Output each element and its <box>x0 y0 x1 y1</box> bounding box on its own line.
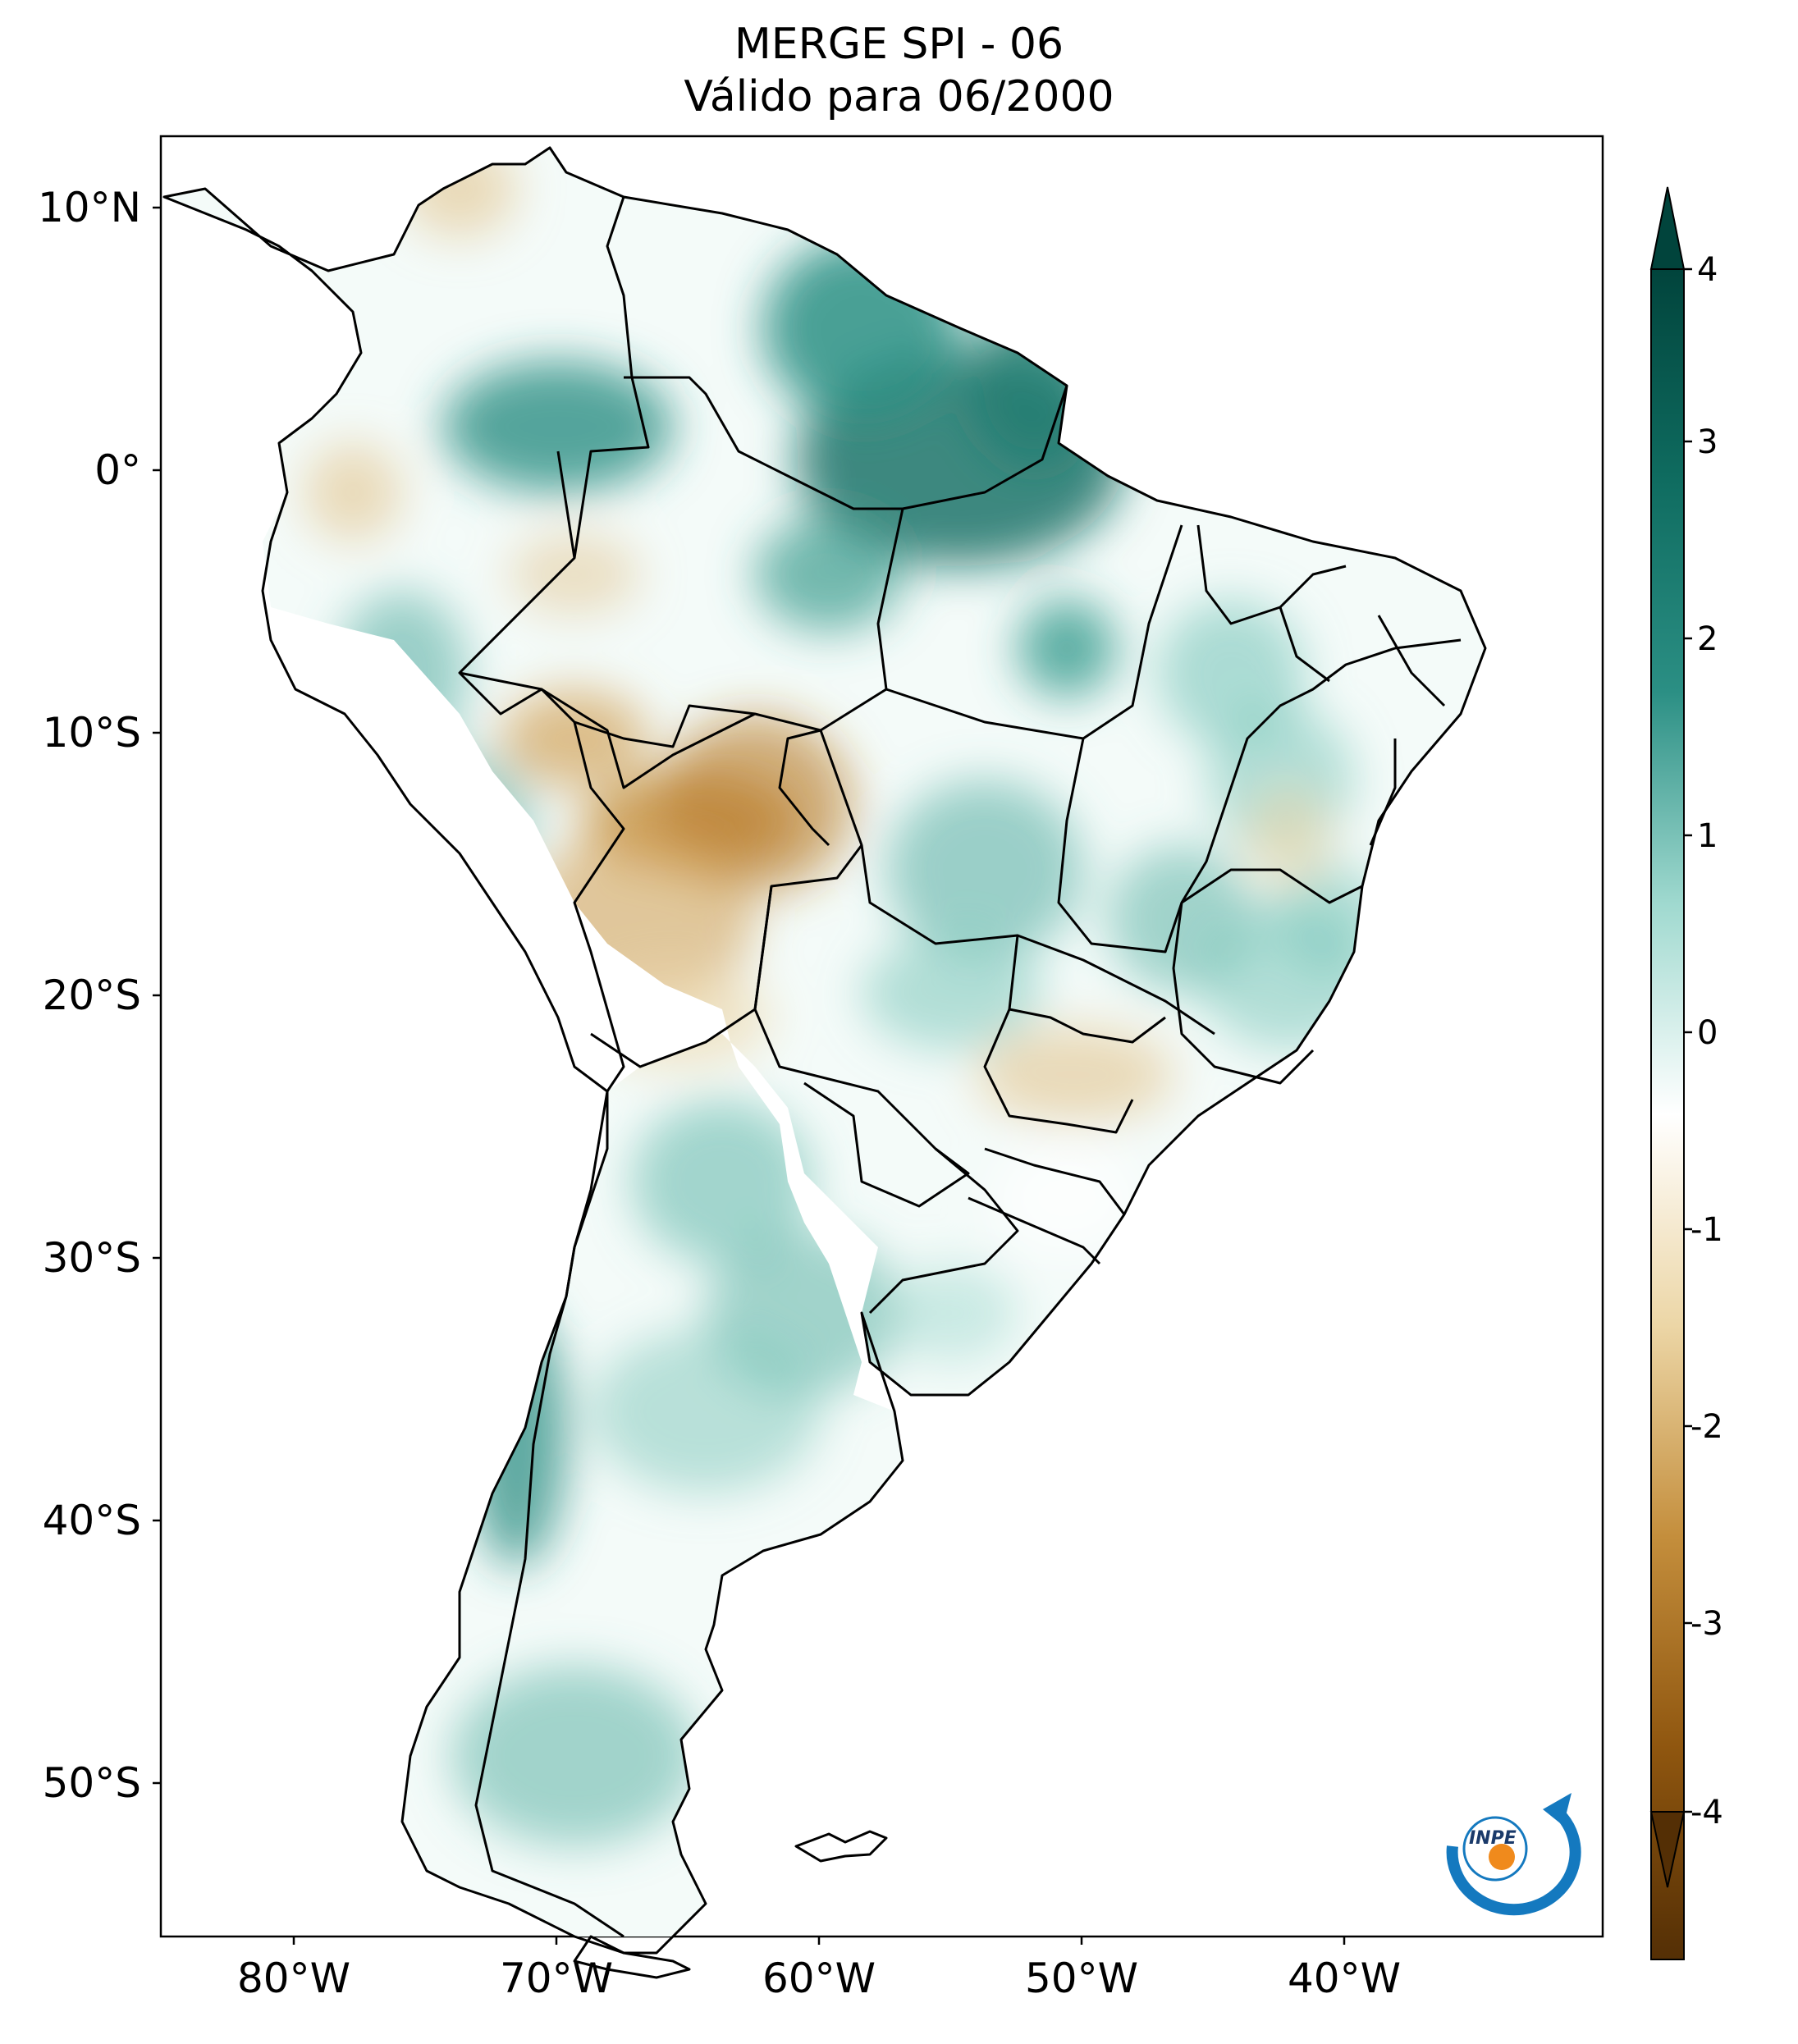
border-line <box>968 1196 1101 1265</box>
colorbar-label: 2 <box>1697 620 1718 658</box>
lat-label: 50°S <box>43 1759 141 1807</box>
logo-arrow <box>1543 1793 1572 1826</box>
colorbar-label: -3 <box>1690 1605 1723 1643</box>
lat-label: 20°S <box>43 972 141 1019</box>
lat-labels: 10°N 0° 10°S 20°S 30°S 40°S 50°S <box>38 184 141 1807</box>
lon-label: 40°W <box>1288 1955 1401 2002</box>
colorbar-gradient <box>1650 268 1685 1960</box>
border-line <box>984 1147 1126 1215</box>
border-line <box>1279 606 1330 683</box>
logo-ring <box>1462 1816 1528 1882</box>
tierra-del-fuego <box>573 1935 691 1979</box>
border-line <box>1057 638 1462 953</box>
lon-label: 60°W <box>762 1955 876 2002</box>
border-line <box>868 1147 1019 1315</box>
lon-ticks <box>292 1937 1346 1945</box>
logo-arc <box>1446 1809 1581 1916</box>
border-line <box>983 1008 1134 1134</box>
logo-text: INPE <box>1469 1828 1517 1849</box>
border-line <box>778 729 830 847</box>
colorbar-label: 3 <box>1697 423 1718 461</box>
coastline <box>162 146 1487 1955</box>
lon-label: 70°W <box>500 1955 613 2002</box>
border-line <box>624 376 1068 510</box>
country-borders <box>162 146 1487 1979</box>
colorbar-label: 4 <box>1697 251 1718 289</box>
map-title: MERGE SPI - 06 <box>734 20 1064 69</box>
lat-label: 0° <box>94 446 141 494</box>
border-line <box>474 1091 624 1938</box>
colorbar-label: -4 <box>1690 1794 1723 1831</box>
lat-label: 30°S <box>43 1234 141 1282</box>
border-line <box>1196 524 1347 625</box>
colorbar-extend-bottom <box>1649 1811 1686 1888</box>
border-line <box>1369 738 1397 846</box>
colorbar-label: 1 <box>1697 817 1718 855</box>
lat-label: 40°S <box>43 1497 141 1544</box>
colorbar-label: 0 <box>1697 1014 1718 1052</box>
border-line <box>1181 868 1363 904</box>
lon-label: 80°W <box>237 1955 350 2002</box>
lat-ticks <box>153 206 161 1785</box>
colorbar-label: -2 <box>1690 1408 1723 1446</box>
lon-label: 50°W <box>1025 1955 1138 2002</box>
colorbar <box>1649 186 1686 1960</box>
border-line <box>458 450 1215 1036</box>
logo-sun <box>1489 1844 1515 1870</box>
colorbar-labels: 4 3 2 1 0 -1 -2 -3 -4 <box>1690 251 1723 1831</box>
lon-labels: 80°W 70°W 60°W 50°W 40°W <box>237 1955 1401 2002</box>
lat-label: 10°N <box>38 184 141 231</box>
border-line <box>1377 615 1446 707</box>
colorbar-label: -1 <box>1690 1211 1723 1249</box>
border-line <box>1008 935 1166 1044</box>
map-subtitle: Válido para 06/2000 <box>684 72 1114 121</box>
colorbar-ticks <box>1684 268 1692 1813</box>
border-line <box>1172 902 1315 1085</box>
falkland-islands <box>794 1830 888 1863</box>
colorbar-extend-top <box>1649 186 1686 270</box>
lat-label: 10°S <box>43 709 141 757</box>
border-line <box>820 688 887 732</box>
border-line <box>573 721 625 1092</box>
border-line <box>459 671 756 789</box>
inpe-logo: INPE <box>1446 1793 1581 1916</box>
